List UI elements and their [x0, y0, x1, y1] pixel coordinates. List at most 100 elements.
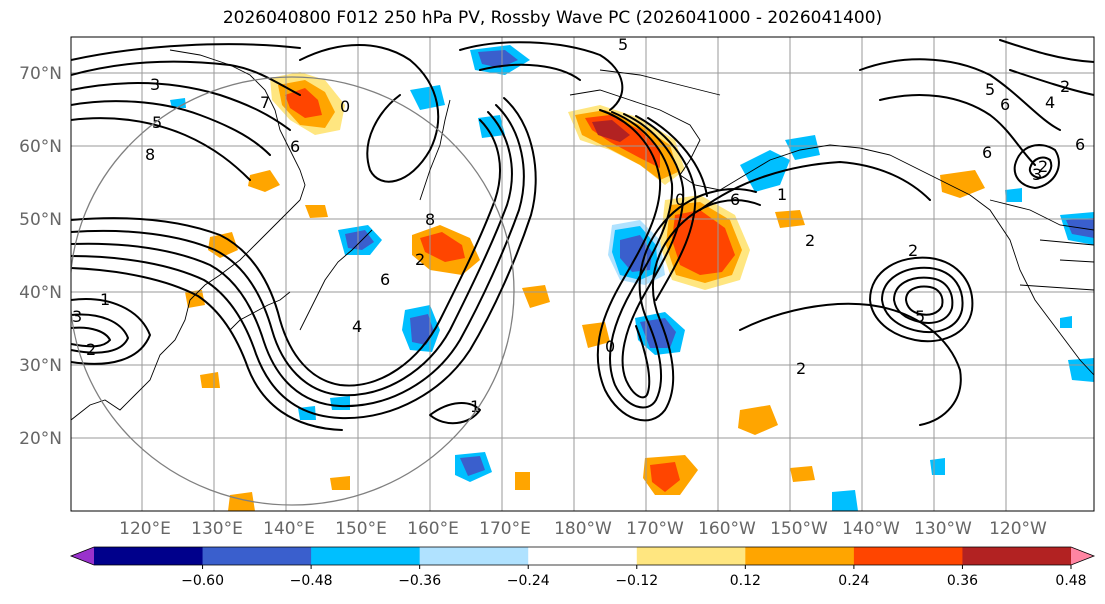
colorbar-bin: [94, 547, 204, 565]
contour-label: 1: [470, 397, 480, 416]
contour-label: 7: [260, 93, 270, 112]
lon-label: 140°E: [263, 519, 315, 539]
contour-label: 6: [982, 143, 992, 162]
contour-label: 5: [985, 80, 995, 99]
colorbar-bin: [419, 547, 529, 565]
lat-label: 40°N: [19, 283, 62, 303]
positive-anomaly: [208, 232, 238, 258]
lon-label: 150°E: [335, 519, 387, 539]
colorbar-bin: [202, 547, 312, 565]
contour-labels: 5 3 5 7 8 6 0 2 8 6 4 1 3 2 2 2 0 1 2 2 …: [72, 35, 1085, 416]
positive-anomaly: [582, 322, 610, 348]
colorbar-outline: [69, 546, 1096, 566]
positive-anomaly: [200, 372, 220, 388]
contour-label: 6: [380, 270, 390, 289]
positive-anomaly: [185, 290, 205, 308]
colorbar-bin: [636, 547, 746, 565]
colorbar-bin: [853, 547, 963, 565]
contour-label: 0: [605, 337, 615, 356]
lon-label: 160°W: [698, 519, 756, 539]
negative-anomaly: [1068, 358, 1094, 382]
map-panel: 5 3 5 7 8 6 0 2 8 6 4 1 3 2 2 2 0 1 2 2 …: [71, 35, 1094, 511]
colorbar-tick-label: −0.48: [290, 573, 333, 589]
lon-label: 130°E: [191, 519, 243, 539]
lon-label: 150°W: [770, 519, 828, 539]
contour-label: 0: [340, 97, 350, 116]
colorbar-tick-label: 0.24: [838, 573, 869, 589]
contour-label: 4: [352, 317, 362, 336]
lat-label: 50°N: [19, 210, 62, 230]
contour-label: 1: [100, 290, 110, 309]
contour-label: 6: [1000, 95, 1010, 114]
lon-label: 130°W: [914, 519, 972, 539]
map-title: 2026040800 F012 250 hPa PV, Rossby Wave …: [222, 8, 883, 28]
negative-anomaly: [460, 456, 485, 476]
positive-anomaly: [522, 285, 550, 308]
lon-label: 180°W: [554, 519, 612, 539]
contour-label: 8: [425, 210, 435, 229]
positive-anomaly: [515, 472, 530, 490]
positive-anomaly: [790, 466, 815, 482]
lat-label: 70°N: [19, 64, 62, 84]
positive-anomaly: [330, 476, 350, 490]
positive-anomaly: [248, 170, 280, 192]
positive-anomaly: [285, 88, 322, 118]
colorbar-extend-high: [1071, 547, 1094, 565]
colorbar-tick-label: −0.12: [615, 573, 658, 589]
contour-label: 6: [290, 137, 300, 156]
contour-label: 3: [72, 307, 82, 326]
positive-anomaly: [305, 205, 328, 218]
pv-contours: [71, 39, 1094, 431]
positive-anomaly: [738, 405, 778, 435]
lon-label: 120°W: [989, 519, 1047, 539]
lon-label: 170°W: [626, 519, 684, 539]
reference-circle: [71, 76, 515, 506]
lon-label: 120°E: [119, 519, 171, 539]
contour-label: 2: [1060, 77, 1070, 96]
lon-label: 160°E: [407, 519, 459, 539]
graticule: [71, 37, 1094, 511]
positive-anomaly: [650, 462, 680, 492]
colorbar-tick-label: −0.60: [181, 573, 224, 589]
coastlines: [71, 49, 1094, 421]
negative-anomaly: [785, 135, 820, 160]
lon-label: 170°E: [479, 519, 531, 539]
contour-label: 5: [915, 307, 925, 326]
lon-label: 140°W: [842, 519, 900, 539]
contour-label: 6: [1075, 135, 1085, 154]
colorbar-extend-low: [71, 547, 94, 565]
colorbar-tick-label: −0.36: [398, 573, 441, 589]
contour-label: 4: [1045, 93, 1055, 112]
contour-label: 8: [145, 145, 155, 164]
negative-anomaly: [620, 235, 652, 272]
negative-anomaly: [410, 314, 434, 345]
negative-anomaly: [930, 458, 945, 475]
negative-anomaly: [1005, 188, 1022, 202]
contour-label: 5: [618, 35, 628, 54]
colorbar-bin: [311, 547, 421, 565]
colorbar-bin: [745, 547, 855, 565]
contour-label: 0: [675, 190, 685, 209]
positive-anomaly: [672, 210, 735, 275]
colorbar-tick-label: 0.48: [1055, 573, 1086, 589]
contour-label: 6: [730, 190, 740, 209]
longitude-labels: 120°E 130°E 140°E 150°E 160°E 170°E 180°…: [119, 519, 1047, 539]
contour-label: 2: [805, 231, 815, 250]
negative-anomaly: [478, 115, 505, 138]
contour-label: 2: [796, 359, 806, 378]
colorbar-tick-label: −0.24: [507, 573, 550, 589]
lat-label: 30°N: [19, 356, 62, 376]
lat-label: 20°N: [19, 429, 62, 449]
colorbar-tick-label: 0.36: [947, 573, 978, 589]
positive-anomaly: [420, 232, 465, 262]
contour-label: 3: [150, 75, 160, 94]
positive-anomaly: [940, 170, 985, 198]
contour-label: 5: [152, 113, 162, 132]
contour-label: 2: [908, 241, 918, 260]
map-frame: [70, 36, 1095, 512]
negative-anomaly: [330, 396, 350, 410]
colorbar: −0.60 −0.48 −0.36 −0.24 −0.12 0.12 0.24 0.36 0.4…: [69, 546, 1096, 589]
contour-label: 2: [1038, 157, 1048, 176]
latitude-labels: 70°N 60°N 50°N 40°N 30°N 20°N: [19, 64, 62, 449]
